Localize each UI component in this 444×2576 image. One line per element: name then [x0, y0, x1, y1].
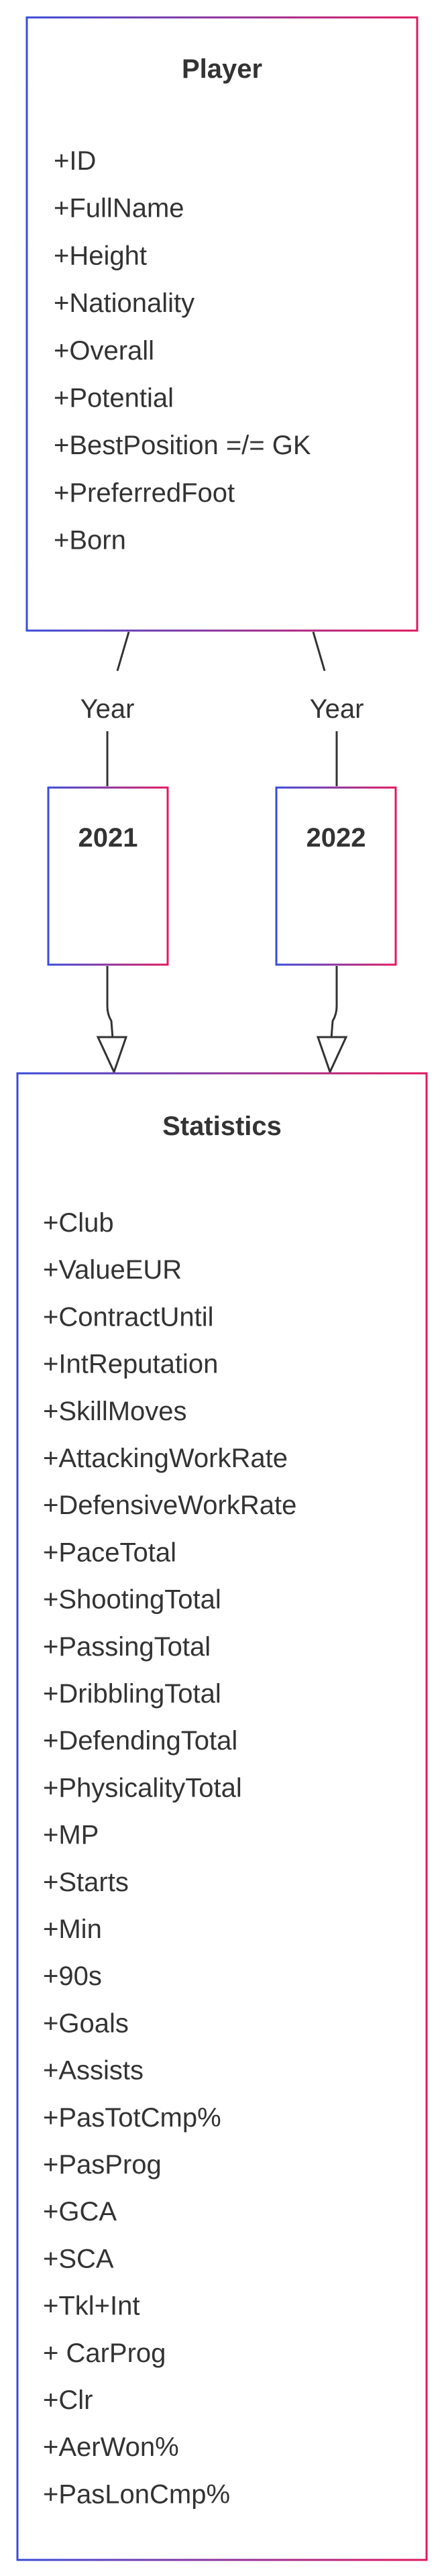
edge-player-2022: [312, 631, 338, 786]
player-attributes: +ID +FullName +Height +Nationality +Overall +…: [54, 146, 311, 555]
statistics-attribute: +PasProg: [43, 2150, 162, 2180]
statistics-attribute: +GCA: [43, 2197, 117, 2226]
player-attribute: +Overall: [54, 336, 154, 366]
statistics-attribute: +IntReputation: [43, 1350, 218, 1379]
statistics-attribute: +AttackingWorkRate: [43, 1444, 288, 1473]
statistics-attribute: +Goals: [43, 2008, 129, 2038]
player-attribute: +Nationality: [54, 288, 195, 318]
statistics-attribute: +Clr: [43, 2385, 93, 2415]
statistics-attribute: +DefendingTotal: [43, 1726, 237, 1756]
inheritance-arrowhead-right: [316, 1036, 348, 1075]
edge-label-right: Year: [310, 694, 364, 724]
statistics-class-title: Statistics: [162, 1112, 282, 1141]
statistics-attribute: +PhysicalityTotal: [43, 1773, 242, 1803]
statistics-class-border: [16, 1072, 428, 2561]
player-class-border: [25, 16, 419, 632]
statistics-attribute: +PassingTotal: [43, 1632, 211, 1662]
statistics-attribute: +PasLonCmp%: [43, 2479, 230, 2509]
player-attribute: +Height: [54, 241, 147, 270]
statistics-attribute: +PasTotCmp%: [43, 2103, 221, 2133]
statistics-attribute: +SCA: [43, 2244, 114, 2273]
year-2022-border: [275, 786, 397, 966]
player-class-title: Player: [182, 54, 262, 84]
statistics-attribute: +Assists: [43, 2056, 144, 2086]
inheritance-arrowhead-left: [96, 1036, 128, 1075]
statistics-attribute: +Tkl+Int: [43, 2292, 140, 2321]
statistics-attribute: +PaceTotal: [43, 1538, 176, 1567]
player-attribute: +Born: [54, 526, 126, 555]
statistics-attribute: +ValueEUR: [43, 1255, 182, 1285]
statistics-attributes: +Club +ValueEUR +ContractUntil +IntReputati…: [43, 1208, 296, 2509]
player-attribute: +FullName: [54, 194, 184, 223]
statistics-class[interactable]: Statistics +Club+ValueEUR+ContractUntil+…: [16, 1072, 428, 2561]
statistics-attribute: +SkillMoves: [43, 1397, 187, 1426]
player-attribute: +ID: [54, 146, 96, 176]
statistics-attribute: +Min: [43, 1915, 102, 1944]
statistics-attribute: +DribblingTotal: [43, 1679, 221, 1709]
statistics-attribute: + CarProg: [43, 2339, 166, 2368]
statistics-attribute: +90s: [43, 1962, 102, 1991]
inheritance-edge-2021: [96, 966, 128, 1075]
year-2021-class[interactable]: 2021: [47, 786, 169, 966]
statistics-attribute: +ContractUntil: [43, 1302, 214, 1332]
year-2021-border: [47, 786, 169, 966]
statistics-attribute: +Starts: [43, 1868, 129, 1897]
statistics-attribute: +MP: [43, 1821, 99, 1850]
inheritance-edge-2022: [316, 966, 348, 1075]
player-attribute: +Potential: [54, 384, 174, 413]
year-2021-title: 2021: [78, 823, 138, 853]
player-class[interactable]: Player +ID +FullName +Height +Nationality +O…: [25, 16, 419, 632]
edge-player-2021: [106, 631, 130, 786]
statistics-attribute: +ShootingTotal: [43, 1585, 221, 1615]
statistics-attribute: +DefensiveWorkRate: [43, 1491, 296, 1520]
player-attribute: +BestPosition =/= GK: [54, 431, 311, 460]
player-attribute: +PreferredFoot: [54, 478, 235, 508]
year-2022-title: 2022: [307, 823, 366, 853]
statistics-attribute: +AerWon%: [43, 2432, 179, 2462]
edge-label-left: Year: [80, 694, 135, 724]
statistics-attribute: +Club: [43, 1208, 114, 1238]
year-2022-class[interactable]: 2022: [275, 786, 397, 966]
